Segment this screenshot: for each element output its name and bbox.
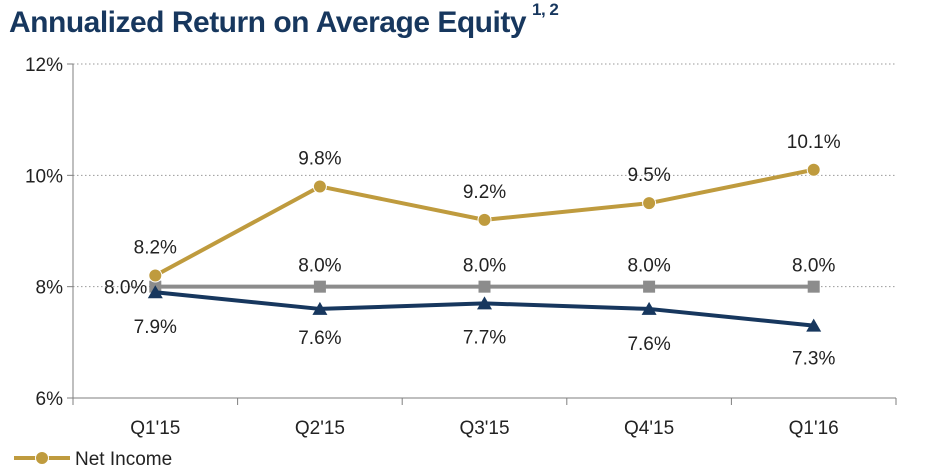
- legend-swatch-marker: [35, 451, 49, 465]
- legend: Net Income: [14, 449, 172, 470]
- point-square: [643, 280, 656, 293]
- series-group: [147, 162, 822, 332]
- data-label: 8.0%: [298, 256, 341, 277]
- data-label: 8.0%: [627, 256, 670, 277]
- axes: 6% 8% 10% 12% Q1'15 Q2'15 Q3'15 Q4'15 Q1'16: [25, 55, 897, 439]
- point-square: [478, 280, 491, 293]
- x-tick-label: Q4'15: [624, 418, 674, 439]
- data-label: 8.0%: [104, 278, 147, 299]
- point-circle: [312, 179, 327, 194]
- series-triangle: [147, 285, 822, 332]
- chart-title-text: Annualized Return on Average Equity: [9, 6, 527, 39]
- x-tick-label: Q1'15: [130, 418, 180, 439]
- data-label: 7.3%: [792, 349, 835, 370]
- point-circle: [148, 268, 163, 283]
- data-label: 8.2%: [134, 238, 177, 259]
- series-square: [149, 280, 820, 293]
- point-circle: [642, 196, 657, 211]
- title-footnote-marks: 1, 2: [532, 0, 559, 19]
- x-tick-label: Q1'16: [789, 418, 839, 439]
- point-square: [807, 280, 820, 293]
- x-tick-label: Q3'15: [459, 418, 509, 439]
- data-label: 8.0%: [792, 256, 835, 277]
- point-triangle: [312, 301, 328, 315]
- data-label: 7.6%: [627, 334, 670, 355]
- data-label: 7.6%: [298, 328, 341, 349]
- legend-label: Net Income: [75, 449, 172, 470]
- point-circle: [806, 162, 821, 177]
- data-label: 9.8%: [298, 148, 341, 169]
- point-triangle: [806, 318, 822, 332]
- point-triangle: [641, 301, 657, 315]
- x-tick-label: Q2'15: [295, 418, 345, 439]
- series-circle: [148, 162, 821, 283]
- data-label: 8.0%: [463, 256, 506, 277]
- data-labels: 8.2% 9.8% 9.2% 9.5% 10.1% 8.0% 8.0% 8.0% 8.0% 8.0…: [104, 132, 841, 370]
- data-label: 9.5%: [627, 165, 670, 186]
- data-label: 9.2%: [463, 182, 506, 203]
- point-triangle: [147, 285, 163, 299]
- data-label: 7.7%: [463, 327, 506, 348]
- y-tick-label: 12%: [25, 55, 63, 76]
- chart-title: Annualized Return on Average Equity 1, 2: [9, 0, 559, 40]
- point-square: [313, 280, 326, 293]
- point-circle: [477, 212, 492, 227]
- y-tick-label: 6%: [36, 389, 64, 410]
- data-label: 7.9%: [134, 317, 177, 338]
- y-tick-label: 10%: [25, 166, 63, 187]
- point-triangle: [477, 296, 492, 310]
- y-tick-label: 8%: [36, 278, 64, 299]
- data-label: 10.1%: [787, 132, 841, 153]
